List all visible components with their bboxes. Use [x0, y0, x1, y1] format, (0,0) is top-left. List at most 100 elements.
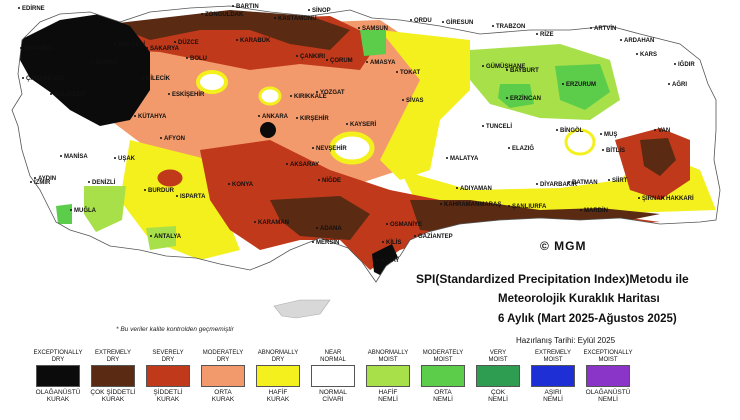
zone-abnormally-dry-north — [380, 30, 470, 180]
zone-normal-pocket-1 — [196, 70, 228, 94]
city-dot — [274, 17, 276, 19]
city-label: SAMSUN — [362, 26, 388, 32]
legend-swatch — [586, 365, 630, 387]
city-dot — [146, 47, 148, 49]
legend-item: EXTREMELY MOIST AŞIRI NEMLİ — [525, 350, 581, 403]
city-dot — [414, 235, 416, 237]
legend-swatch — [256, 365, 300, 387]
city-dot — [620, 39, 622, 41]
map-period: 6 Aylık (Mart 2025-Ağustos 2025) — [498, 313, 677, 325]
city-dot — [386, 223, 388, 225]
legend-label-en: EXTREMELY MOIST — [535, 350, 571, 363]
legend-label-en: ABNORMALLY DRY — [257, 350, 299, 363]
city-dot — [318, 179, 320, 181]
city-label: RİZE — [540, 31, 554, 38]
zone-extremely-dry-van — [640, 138, 676, 176]
city-label: VAN — [658, 128, 670, 134]
city-dot — [366, 61, 368, 63]
city-labels: EDİRNE ZONGULDAK BARTIN KASTAMONU SİNOP SAMSU… — [18, 4, 695, 264]
city-dot — [254, 221, 256, 223]
city-label: ŞANLIURFA — [512, 204, 547, 210]
city-dot — [92, 61, 94, 63]
city-label: OSMANİYE — [390, 221, 422, 228]
city-label: ERZURUM — [566, 82, 596, 88]
city-dot — [508, 147, 510, 149]
city-dot — [258, 115, 260, 117]
city-label: SİİRT — [612, 177, 628, 184]
legend-label-en: SEVERELY DRY — [152, 350, 184, 363]
city-dot — [456, 187, 458, 189]
city-label: MUŞ — [604, 132, 617, 138]
city-dot — [568, 181, 570, 183]
city-dot — [22, 77, 24, 79]
legend-label-tr: AŞIRI NEMLİ — [543, 389, 563, 403]
legend-item: NEAR NORMAL NORMAL CİVARI — [305, 350, 361, 403]
legend-item: EXTREMELY DRY ÇOK ŞİDDETLİ KURAK — [85, 350, 141, 403]
city-label: ZONGULDAK — [205, 12, 244, 18]
city-dot — [296, 55, 298, 57]
zone-normal-pocket-bingol — [564, 128, 596, 156]
legend-label-en: MODERATELY MOIST — [422, 350, 464, 363]
city-label: TUNCELİ — [486, 123, 512, 130]
quality-note: * Bu veriler kalite kontrolden geçmemişt… — [116, 326, 234, 333]
city-dot — [316, 227, 318, 229]
cyprus-island — [273, 299, 331, 319]
city-dot — [316, 91, 318, 93]
legend-item: ABNORMALLY DRY HAFİF KURAK — [250, 350, 306, 403]
zone-extremely-dry-mersin — [270, 196, 370, 240]
city-dot — [346, 123, 348, 125]
city-label: KARAMAN — [258, 220, 289, 226]
city-label: ÇANAKKALE — [26, 76, 64, 82]
legend-label-tr: ÇOK ŞİDDETLİ KURAK — [90, 389, 136, 403]
city-dot — [60, 155, 62, 157]
legend-label-en: EXTREMELY DRY — [95, 350, 131, 363]
legend-swatch — [36, 365, 80, 387]
legend-swatch — [531, 365, 575, 387]
city-dot — [662, 197, 664, 199]
map-title: SPI(Standardized Precipitation Index)Met… — [416, 272, 689, 286]
city-label: ORDU — [414, 18, 432, 24]
city-dot — [536, 183, 538, 185]
city-dot — [580, 209, 582, 211]
legend-swatch — [421, 365, 465, 387]
city-dot — [442, 21, 444, 23]
legend-item: ABNORMALLY MOIST HAFİF NEMLİ — [360, 350, 416, 403]
city-label: KIRŞEHİR — [300, 115, 329, 122]
city-dot — [326, 59, 328, 61]
legend-item: MODERATELY DRY ORTA KURAK — [195, 350, 251, 403]
city-label: GİRESUN — [446, 19, 473, 26]
city-dot — [20, 47, 22, 49]
legend-label-tr: ŞİDDETLİ KURAK — [153, 389, 183, 403]
city-label: SİVAS — [406, 97, 424, 104]
city-dot — [144, 189, 146, 191]
city-label: İZMİR — [34, 179, 51, 186]
city-dot — [290, 95, 292, 97]
city-dot — [308, 9, 310, 11]
city-dot — [562, 83, 564, 85]
city-label: KÜTAHYA — [138, 113, 167, 120]
city-dot — [482, 65, 484, 67]
city-label: DÜZCE — [178, 39, 199, 46]
city-label: MANİSA — [64, 153, 88, 160]
city-dot — [396, 71, 398, 73]
city-label: DENİZLİ — [92, 179, 116, 186]
city-dot — [134, 115, 136, 117]
city-dot — [556, 129, 558, 131]
city-label: İSTANBUL — [24, 45, 54, 52]
city-dot — [654, 129, 656, 131]
legend-label-tr: ÇOK NEMLİ — [488, 389, 508, 403]
city-label: AKSARAY — [290, 162, 319, 168]
city-label: BALIKESİR — [54, 91, 87, 98]
legend-label-tr: ORTA KURAK — [211, 389, 235, 403]
legend-label-tr: NORMAL CİVARI — [319, 389, 347, 403]
city-label: BOLU — [190, 56, 207, 62]
city-dot — [160, 137, 162, 139]
legend-swatch — [146, 365, 190, 387]
city-dot — [176, 195, 178, 197]
city-dot — [600, 133, 602, 135]
city-dot — [174, 41, 176, 43]
city-label: KAYSERİ — [350, 121, 376, 128]
city-label: ÇANKIRI — [300, 54, 325, 60]
zone-exceptionally-dry-marmara — [20, 14, 150, 126]
